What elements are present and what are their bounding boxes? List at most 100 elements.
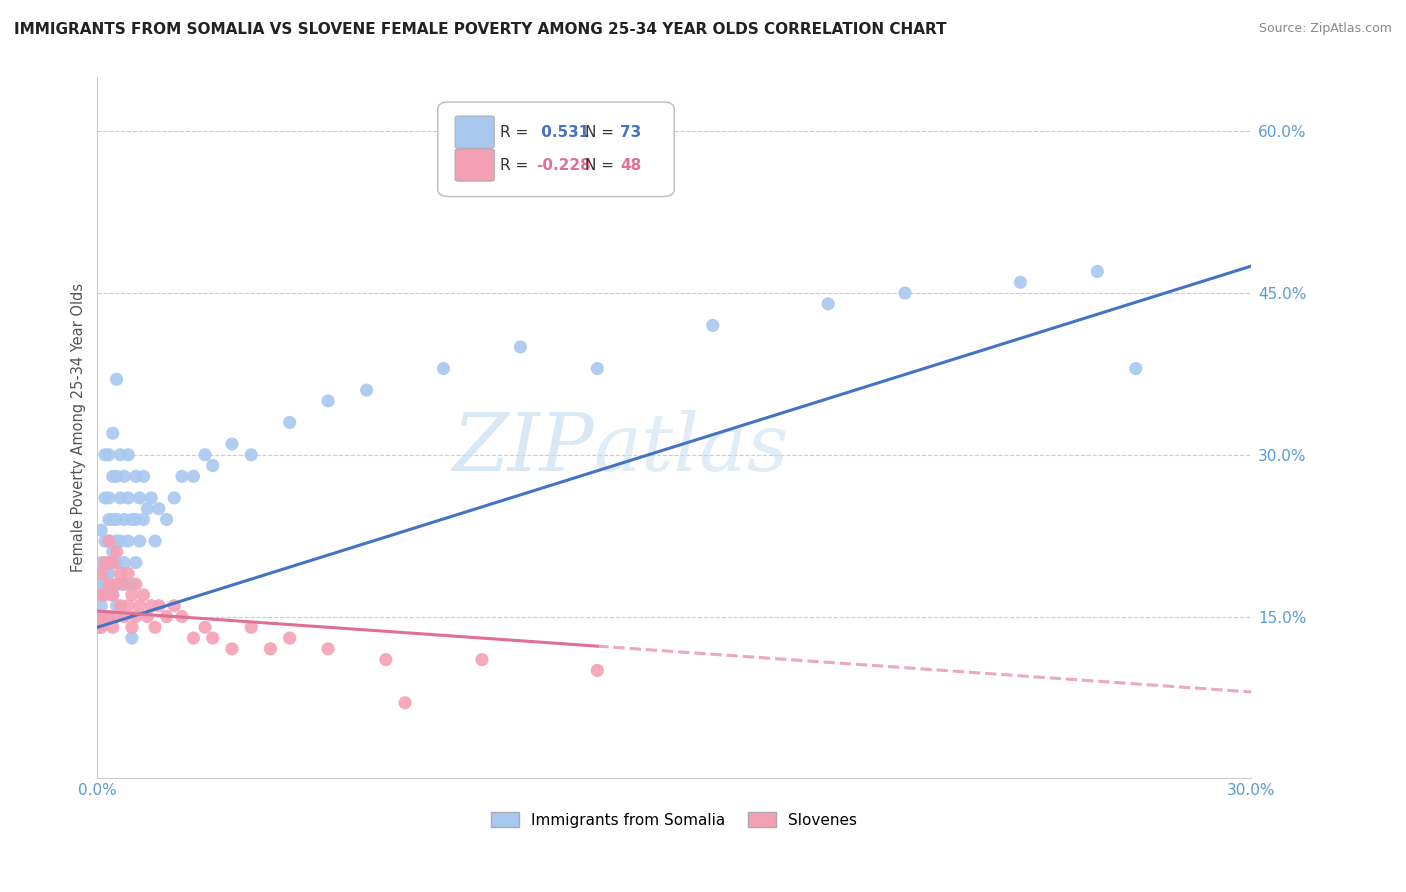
- Point: [97, 609, 120, 624]
- Point: [1085, 264, 1108, 278]
- Point: [117, 534, 139, 549]
- Point: [132, 512, 155, 526]
- FancyBboxPatch shape: [456, 116, 495, 148]
- Point: [101, 512, 124, 526]
- Point: [121, 577, 143, 591]
- Point: [94, 534, 117, 549]
- Point: [586, 361, 609, 376]
- Point: [117, 599, 139, 613]
- Point: [221, 641, 243, 656]
- Point: [117, 448, 139, 462]
- Point: [94, 491, 117, 505]
- Point: [112, 609, 135, 624]
- Point: [316, 641, 339, 656]
- Point: [155, 609, 177, 624]
- Point: [125, 556, 148, 570]
- Point: [90, 523, 112, 537]
- Point: [356, 383, 378, 397]
- Point: [163, 599, 186, 613]
- Point: [1125, 361, 1147, 376]
- Point: [121, 512, 143, 526]
- Text: ZIP: ZIP: [451, 410, 593, 488]
- Point: [128, 491, 150, 505]
- Text: 0.531: 0.531: [536, 125, 589, 140]
- Point: [101, 545, 124, 559]
- Point: [128, 534, 150, 549]
- Point: [136, 609, 159, 624]
- Point: [90, 588, 112, 602]
- Point: [101, 588, 124, 602]
- FancyBboxPatch shape: [437, 102, 675, 196]
- Point: [94, 448, 117, 462]
- Point: [90, 577, 112, 591]
- Point: [91, 609, 114, 624]
- Point: [105, 599, 128, 613]
- Legend: Immigrants from Somalia, Slovenes: Immigrants from Somalia, Slovenes: [485, 805, 863, 834]
- Point: [105, 534, 128, 549]
- Point: [105, 556, 128, 570]
- Text: R =: R =: [501, 158, 533, 172]
- Point: [89, 620, 111, 634]
- Point: [121, 620, 143, 634]
- Point: [278, 416, 301, 430]
- Point: [155, 512, 177, 526]
- Point: [132, 588, 155, 602]
- Point: [90, 599, 112, 613]
- Point: [374, 652, 396, 666]
- Point: [136, 501, 159, 516]
- Point: [101, 469, 124, 483]
- Text: -0.228: -0.228: [536, 158, 591, 172]
- Point: [90, 556, 112, 570]
- Point: [586, 664, 609, 678]
- Point: [97, 566, 120, 581]
- Point: [94, 588, 117, 602]
- Point: [117, 491, 139, 505]
- Point: [96, 566, 118, 581]
- Point: [112, 556, 135, 570]
- Text: N =: N =: [585, 158, 619, 172]
- Point: [94, 609, 117, 624]
- Text: atlas: atlas: [593, 410, 789, 488]
- Point: [125, 609, 148, 624]
- Point: [105, 545, 128, 559]
- Point: [183, 631, 205, 645]
- Point: [94, 577, 117, 591]
- Point: [170, 469, 193, 483]
- Point: [132, 469, 155, 483]
- Point: [105, 512, 128, 526]
- Point: [97, 448, 120, 462]
- Point: [112, 512, 135, 526]
- Point: [163, 491, 186, 505]
- Point: [148, 501, 170, 516]
- Text: IMMIGRANTS FROM SOMALIA VS SLOVENE FEMALE POVERTY AMONG 25-34 YEAR OLDS CORRELAT: IMMIGRANTS FROM SOMALIA VS SLOVENE FEMAL…: [14, 22, 946, 37]
- Point: [112, 577, 135, 591]
- Text: Source: ZipAtlas.com: Source: ZipAtlas.com: [1258, 22, 1392, 36]
- Point: [90, 620, 112, 634]
- Text: N =: N =: [585, 125, 619, 140]
- Point: [194, 448, 217, 462]
- Text: 48: 48: [620, 158, 641, 172]
- Point: [143, 620, 166, 634]
- Point: [278, 631, 301, 645]
- Point: [221, 437, 243, 451]
- Point: [394, 696, 416, 710]
- Point: [125, 469, 148, 483]
- Point: [101, 588, 124, 602]
- Point: [97, 491, 120, 505]
- Point: [240, 620, 263, 634]
- Point: [125, 512, 148, 526]
- Point: [110, 491, 132, 505]
- Point: [194, 620, 217, 634]
- Point: [101, 556, 124, 570]
- Point: [316, 393, 339, 408]
- Point: [121, 588, 143, 602]
- Point: [105, 609, 128, 624]
- FancyBboxPatch shape: [456, 149, 495, 181]
- Point: [702, 318, 724, 333]
- Point: [509, 340, 531, 354]
- Point: [148, 599, 170, 613]
- Point: [112, 469, 135, 483]
- Point: [90, 566, 112, 581]
- Point: [183, 469, 205, 483]
- Point: [101, 426, 124, 441]
